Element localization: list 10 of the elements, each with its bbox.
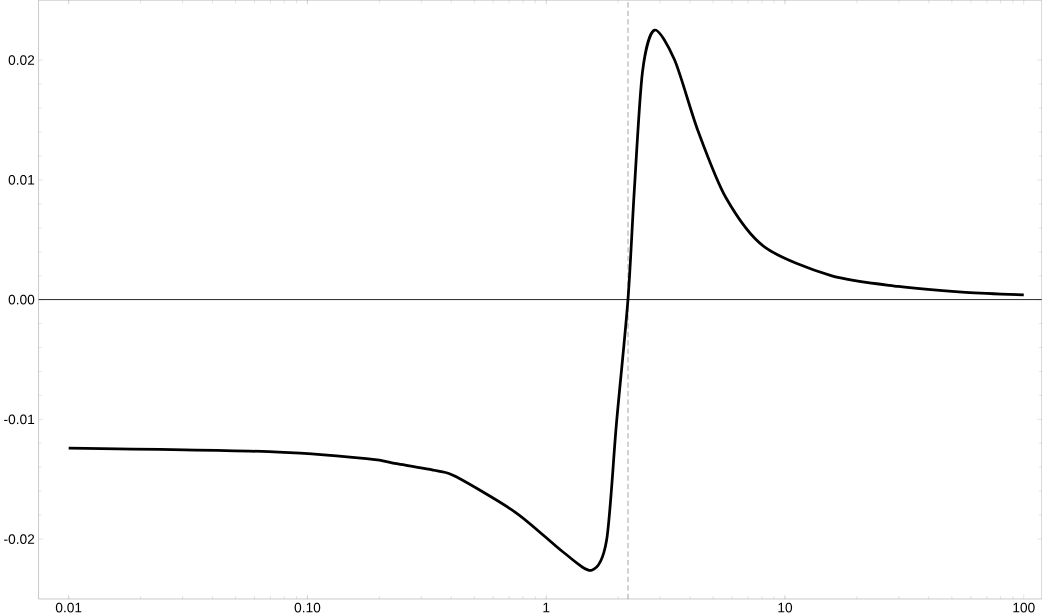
y-tick-label: 0.00 [8, 294, 35, 305]
x-tick-label: 10 [778, 602, 793, 613]
y-tick-label: -0.01 [4, 414, 35, 425]
x-tick-label: 1 [543, 602, 550, 613]
x-tick-label: 0.01 [55, 602, 82, 613]
y-tick-label: 0.01 [8, 174, 35, 185]
x-tick-label: 0.10 [294, 602, 321, 613]
x-tick-label: 100 [1013, 602, 1035, 613]
y-tick-label: -0.02 [4, 534, 35, 544]
y-tick-label: 0.02 [8, 55, 35, 65]
